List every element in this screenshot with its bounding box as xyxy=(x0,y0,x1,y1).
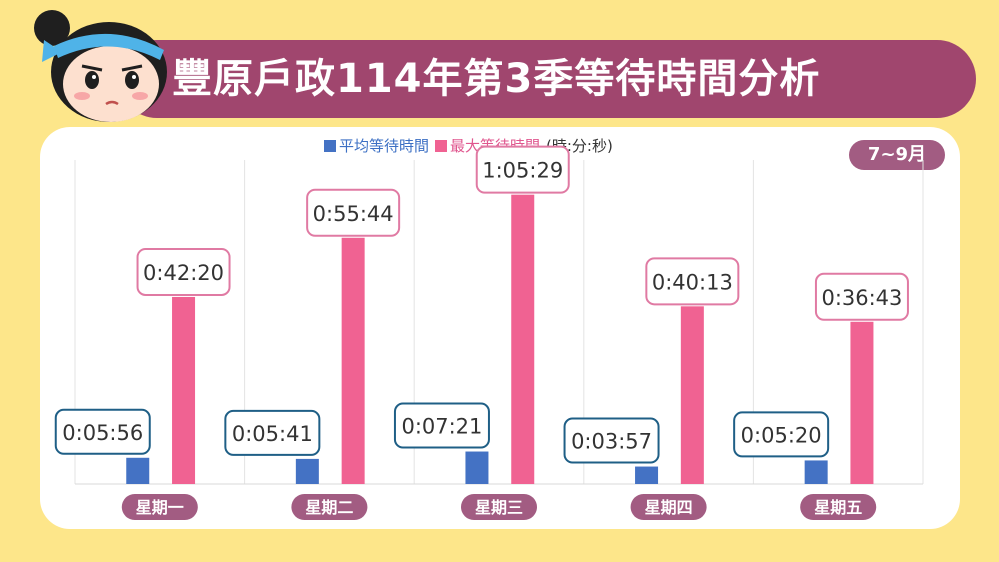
category-pill xyxy=(630,494,707,520)
max-data-label-box xyxy=(306,188,401,237)
max-data-label: 0:40:13 xyxy=(652,270,733,294)
category-label: 星期五 xyxy=(814,498,862,517)
max-bar xyxy=(172,296,196,484)
max-data-label-box xyxy=(645,257,740,306)
title-banner xyxy=(118,40,976,118)
max-bar xyxy=(680,306,704,484)
period-badge: 7~9月 xyxy=(849,140,945,170)
legend-label-avg: 平均等待時間 xyxy=(339,137,430,155)
avg-data-label: 0:07:21 xyxy=(401,415,482,439)
max-data-label: 0:36:43 xyxy=(821,286,902,310)
category-label: 星期四 xyxy=(645,498,693,517)
category-pill xyxy=(291,494,368,520)
max-data-label: 0:55:44 xyxy=(313,202,394,226)
avg-data-label: 0:05:20 xyxy=(741,423,822,447)
max-bar xyxy=(341,237,365,484)
avg-data-label-box xyxy=(54,408,151,455)
max-data-label: 1:05:29 xyxy=(482,159,563,183)
legend-swatch-avg xyxy=(324,140,336,152)
max-data-label-box xyxy=(136,247,231,296)
mascot-avatar-icon xyxy=(34,10,167,122)
avg-bar xyxy=(635,466,659,484)
max-data-label-box xyxy=(475,145,570,194)
category-label: 星期三 xyxy=(475,498,523,517)
max-data-label-box xyxy=(814,272,909,321)
avg-data-label-box xyxy=(224,409,321,456)
legend-item-avg: 平均等待時間 xyxy=(324,135,429,157)
avg-data-label-box xyxy=(563,417,660,464)
avg-bar xyxy=(804,460,828,484)
avg-bar xyxy=(465,451,489,484)
avg-data-label-box xyxy=(393,402,490,449)
page-title: 豐原戶政114年第3季等待時間分析 xyxy=(172,56,821,102)
avg-bar xyxy=(295,458,319,484)
category-pill xyxy=(800,494,877,520)
avg-data-label: 0:05:56 xyxy=(62,421,143,445)
avg-data-label: 0:03:57 xyxy=(571,430,652,454)
avg-bar xyxy=(126,457,150,484)
legend-swatch-max xyxy=(435,140,448,152)
category-pill xyxy=(461,494,537,520)
category-label: 星期二 xyxy=(305,498,353,517)
avg-data-label: 0:05:41 xyxy=(232,422,313,446)
category-pill xyxy=(121,494,198,520)
avg-data-label-box xyxy=(733,411,830,458)
category-label: 星期一 xyxy=(136,498,184,517)
max-bar xyxy=(511,194,535,484)
max-data-label: 0:42:20 xyxy=(143,261,224,285)
max-bar xyxy=(850,321,874,484)
